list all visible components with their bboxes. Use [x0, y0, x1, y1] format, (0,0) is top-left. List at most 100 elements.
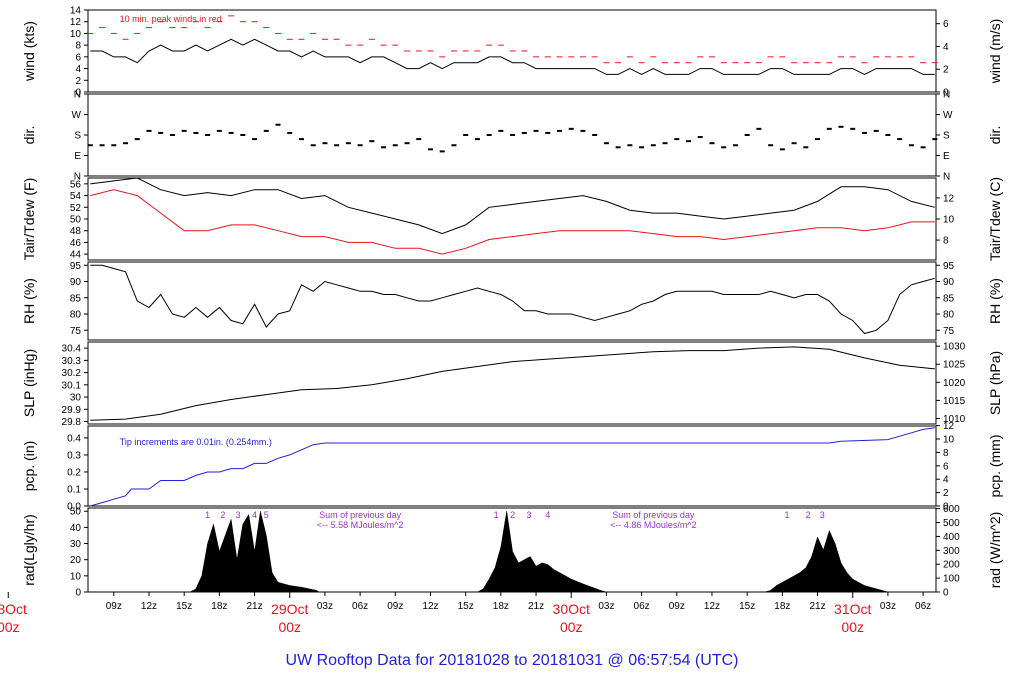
- wind-ytick-label-right: 2: [943, 65, 949, 76]
- rh-ytick-label-right: 85: [943, 293, 955, 304]
- wind-series-0: [90, 38, 935, 75]
- wind-ytick-label: 8: [75, 41, 81, 52]
- x-tick-label: 18z: [774, 601, 790, 612]
- rad-ytick-label-right: 0: [943, 588, 949, 599]
- dir-point: [768, 144, 774, 147]
- wind-ylabel-right: wind (m/s): [987, 19, 1003, 85]
- slp-ytick-label: 30.4: [62, 344, 82, 355]
- dir-point: [779, 148, 785, 151]
- x-tick-label: 03z: [880, 601, 896, 612]
- dir-point: [732, 144, 738, 147]
- slp-ytick-label-right: 1020: [943, 378, 966, 389]
- dir-point: [474, 138, 480, 141]
- rh-ytick-label: 80: [70, 310, 82, 321]
- dir-point: [451, 144, 457, 147]
- pcp-ytick-label-right: 0: [943, 502, 949, 513]
- day-label-date: 31Oct: [834, 601, 871, 617]
- x-tick-label: 06z: [634, 601, 650, 612]
- rad-hour-marker: 2: [510, 510, 515, 520]
- x-tick-label: 09z: [387, 601, 403, 612]
- temp-ytick-label: 54: [70, 191, 82, 202]
- dir-ytick-label: N: [74, 172, 81, 183]
- pcp-ytick-label-right: 10: [943, 434, 955, 445]
- pcp-ylabel-right: pcp. (mm): [987, 435, 1003, 498]
- pcp-ytick-label-right: 8: [943, 448, 949, 459]
- wind-frame: [87, 9, 937, 93]
- dir-point: [463, 134, 469, 136]
- slp-ytick-label: 30.2: [62, 368, 82, 379]
- x-tick-label: 21z: [246, 601, 262, 612]
- dir-point: [322, 142, 328, 145]
- temp-ytick-label-right: 12: [943, 193, 955, 204]
- dir-point: [908, 144, 914, 147]
- slp-ytick-label-right: 1010: [943, 414, 966, 425]
- pcp-annotation: Tip increments are 0.01in. (0.254mm.): [120, 437, 272, 447]
- rh-ylabel-right: RH (%): [987, 278, 1003, 324]
- rh-ylabel: RH (%): [21, 278, 37, 324]
- temp-ytick-label: 48: [70, 226, 82, 237]
- dir-point: [87, 144, 93, 147]
- x-tick-label: 12z: [422, 601, 438, 612]
- dir-point: [158, 131, 164, 134]
- dir-point: [674, 138, 680, 141]
- slp-ylabel-right: SLP (hPa): [987, 351, 1003, 415]
- dir-ytick-label: N: [74, 90, 81, 101]
- x-tick-label: 15z: [458, 601, 474, 612]
- dir-point: [920, 146, 926, 149]
- x-tick-label: 15z: [739, 601, 755, 612]
- dir-point: [181, 129, 187, 132]
- dir-ytick-label-right: E: [943, 151, 950, 162]
- x-tick-label: 18z: [493, 601, 509, 612]
- rh-ytick-label: 75: [70, 326, 82, 337]
- dir-point: [873, 129, 879, 132]
- dir-point: [932, 138, 938, 141]
- dir-point: [557, 129, 563, 132]
- rad-area: [90, 511, 935, 593]
- dir-point: [545, 131, 551, 134]
- dir-point: [205, 134, 211, 136]
- dir-ytick-label-right: S: [943, 131, 950, 142]
- pcp-ytick-label-right: 4: [943, 475, 949, 486]
- dir-point: [639, 146, 645, 149]
- rh-series-0: [90, 264, 935, 335]
- dir-point: [427, 148, 433, 151]
- dir-point: [439, 150, 445, 153]
- dir-point: [850, 127, 856, 130]
- x-tick-label: 06z: [915, 601, 931, 612]
- pcp-panel: pcp. (in) pcp. (mm) 0.0 0.1 0.2 0.3 0.4 0 2 4 6 8 10…: [21, 421, 1003, 512]
- rad-hour-marker: 1: [785, 510, 790, 520]
- dir-panel: dir. dir.N NE ES SW WN N: [21, 90, 1003, 183]
- temp-ylabel: Tair/Tdew (F): [21, 178, 37, 260]
- dir-point: [826, 127, 832, 130]
- dir-point: [369, 140, 375, 143]
- pcp-ytick-label: 0.3: [67, 450, 81, 461]
- day-label-time: 00z: [841, 619, 864, 635]
- temp-frame: [87, 177, 937, 261]
- slp-ytick-label: 30: [70, 393, 82, 404]
- x-tick-label: 09z: [106, 601, 122, 612]
- dir-ytick-label: E: [74, 151, 81, 162]
- rh-ytick-label-right: 80: [943, 310, 955, 321]
- dir-point: [897, 138, 903, 141]
- dir-ytick-label-right: W: [943, 110, 953, 121]
- pcp-ytick-label-right: 12: [943, 421, 955, 432]
- wind-ytick-label-right: 6: [943, 19, 949, 30]
- dir-point: [228, 131, 234, 134]
- rad-ytick-label-right: 400: [943, 532, 960, 543]
- temp-panel: Tair/Tdew (F) Tair/Tdew (C) 44464850525456…: [21, 177, 1003, 261]
- dir-point: [416, 138, 422, 141]
- rad-annotation: <-- 5.58 MJoules/m^2: [317, 520, 404, 530]
- temp-ytick-label-right: 8: [943, 236, 949, 247]
- temp-ylabel-right: Tair/Tdew (C): [987, 177, 1003, 261]
- wind-ytick-label-right: 4: [943, 42, 949, 53]
- temp-ytick-label: 50: [70, 215, 82, 226]
- dir-point: [861, 131, 867, 134]
- dir-point: [357, 144, 363, 147]
- rh-panel: RH (%) RH (%) 75 80 85 90 95 75 80 85 90 95: [21, 261, 1003, 341]
- dir-point: [111, 144, 117, 147]
- dir-point: [627, 144, 633, 147]
- rad-hour-marker: 1: [494, 510, 499, 520]
- wind-annotation: 10 min. peak winds in red: [120, 14, 222, 24]
